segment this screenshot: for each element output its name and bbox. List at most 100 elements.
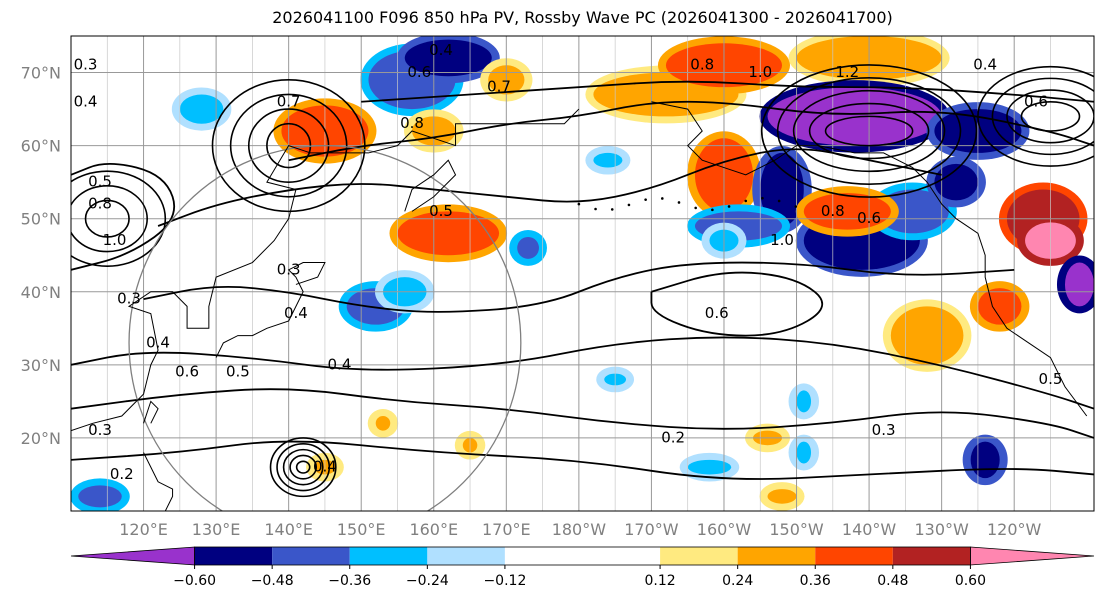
- anomaly-core: [397, 211, 500, 256]
- closed-low-ring: [276, 442, 331, 492]
- contour-label: 0.4: [328, 355, 352, 373]
- coastline: [404, 159, 457, 212]
- contour-label: 0.8: [88, 195, 112, 213]
- pv-contour-line: [650, 271, 824, 337]
- aleutian-island: [744, 199, 748, 203]
- aleutian-island: [727, 205, 731, 208]
- anomaly-core: [796, 390, 812, 413]
- latitude-tick-label: 30°N: [21, 356, 61, 375]
- contour-label: 0.2: [661, 428, 685, 446]
- longitude-tick-label: 160°E: [409, 520, 458, 539]
- aleutian-island: [794, 205, 798, 208]
- pv-contours: [71, 64, 1094, 511]
- coastline: [143, 452, 174, 511]
- aleutian-island: [627, 203, 631, 207]
- range-circle: [128, 145, 522, 511]
- aleutian-island: [610, 208, 614, 211]
- latitude-tick-label: 60°N: [21, 137, 61, 156]
- aleutian-island: [761, 196, 764, 200]
- contour-label: 0.6: [407, 63, 431, 81]
- longitude-tick-label: 170°E: [482, 520, 531, 539]
- colorbar-tick-label: 0.12: [644, 573, 675, 589]
- aleutian-island: [644, 198, 647, 201]
- contour-label: 0.6: [705, 304, 729, 322]
- contour-label: 0.4: [313, 458, 337, 476]
- anomaly-core: [796, 441, 812, 464]
- pv-contour-ring: [776, 77, 962, 186]
- pv-contour-ring: [71, 170, 167, 267]
- colorbar-segment: [660, 547, 738, 565]
- longitude-tick-label: 150°E: [337, 520, 386, 539]
- contour-label: 0.7: [277, 92, 301, 110]
- contour-label: 0.6: [857, 209, 881, 227]
- colorbar-segment: [349, 547, 428, 565]
- closed-low-ring: [295, 460, 311, 474]
- aleutian-island: [677, 201, 681, 204]
- closed-low-ring: [269, 437, 337, 498]
- anomaly-core: [970, 441, 1000, 479]
- anomaly-core: [517, 236, 539, 259]
- anomaly-core: [977, 288, 1022, 325]
- contour-label: 0.2: [110, 465, 134, 483]
- colorbar-segment: [504, 547, 661, 565]
- longitude-tick-label: 130°E: [192, 520, 241, 539]
- pv-contour-line: [157, 148, 942, 227]
- contour-label: 0.6: [1024, 92, 1048, 110]
- colorbar-extend-min: [70, 546, 195, 566]
- anomaly-core: [890, 306, 964, 365]
- aleutian-island: [711, 208, 714, 212]
- colorbar-segment: [737, 547, 816, 565]
- latitude-labels: 20°N 30°N 40°N 50°N 60°N 70°N: [21, 64, 61, 448]
- contour-label: 1.0: [770, 231, 794, 249]
- longitude-tick-label: 140°E: [264, 520, 313, 539]
- contour-label: 0.5: [88, 173, 112, 191]
- contour-label: 1.0: [748, 63, 772, 81]
- pv-contour-ring: [71, 185, 148, 253]
- contour-label: 0.8: [400, 114, 424, 132]
- contour-label: 0.3: [88, 421, 112, 439]
- pv-contour-ring: [1020, 100, 1081, 132]
- contour-label: 1.0: [103, 231, 127, 249]
- coastline: [71, 108, 580, 432]
- contour-labels: 0.4 0.3 0.8 1.0 0.5 0.3 0.4 0.6 0.5 0.4 0.3 0.4 0.5 0…: [74, 41, 1063, 483]
- colorbar-segment: [194, 547, 273, 565]
- contour-label: 0.3: [872, 421, 896, 439]
- colorbar-tick-label: −0.60: [173, 573, 216, 589]
- anomaly-core: [687, 459, 732, 475]
- longitude-tick-label: 120°W: [987, 520, 1042, 539]
- anomaly-core: [876, 189, 949, 234]
- map-frame: [70, 35, 1095, 512]
- chart-title: 2026041100 F096 850 hPa PV, Rossby Wave …: [272, 8, 893, 27]
- longitude-tick-label: 130°W: [914, 520, 969, 539]
- colorbar-segment: [272, 547, 350, 565]
- colorbar-tick-label: 0.36: [800, 573, 831, 589]
- colorbar-segment: [892, 547, 971, 565]
- contour-label: 0.3: [277, 260, 301, 278]
- pv-contour-ring: [824, 115, 914, 147]
- coastline: [651, 101, 1088, 417]
- coastline: [143, 400, 159, 424]
- latitude-tick-label: 70°N: [21, 64, 61, 83]
- pv-contour-ring: [84, 199, 130, 238]
- contour-label: 0.4: [74, 92, 98, 110]
- longitude-tick-label: 180°W: [552, 520, 607, 539]
- anomaly-core: [78, 485, 122, 508]
- graticule: [71, 36, 1094, 511]
- pv-contour-line: [288, 100, 1094, 162]
- pv-contour-ring: [211, 79, 366, 213]
- colorbar-tick-label: 0.48: [877, 573, 908, 589]
- colorbar-tick-label: 0.24: [722, 573, 753, 589]
- coastline: [215, 262, 326, 358]
- anomaly-core: [1064, 262, 1094, 307]
- colorbar-tick-label: −0.48: [251, 573, 294, 589]
- closed-low-ring: [289, 454, 318, 480]
- contour-label: 0.7: [487, 78, 511, 96]
- contour-label: 0.3: [74, 56, 98, 74]
- contour-label: 0.4: [429, 41, 453, 59]
- aleutian-island: [694, 206, 697, 210]
- aleutian-island: [661, 197, 664, 200]
- longitude-tick-label: 160°W: [697, 520, 752, 539]
- pv-contour-line: [71, 162, 176, 271]
- contour-label: 0.4: [284, 304, 308, 322]
